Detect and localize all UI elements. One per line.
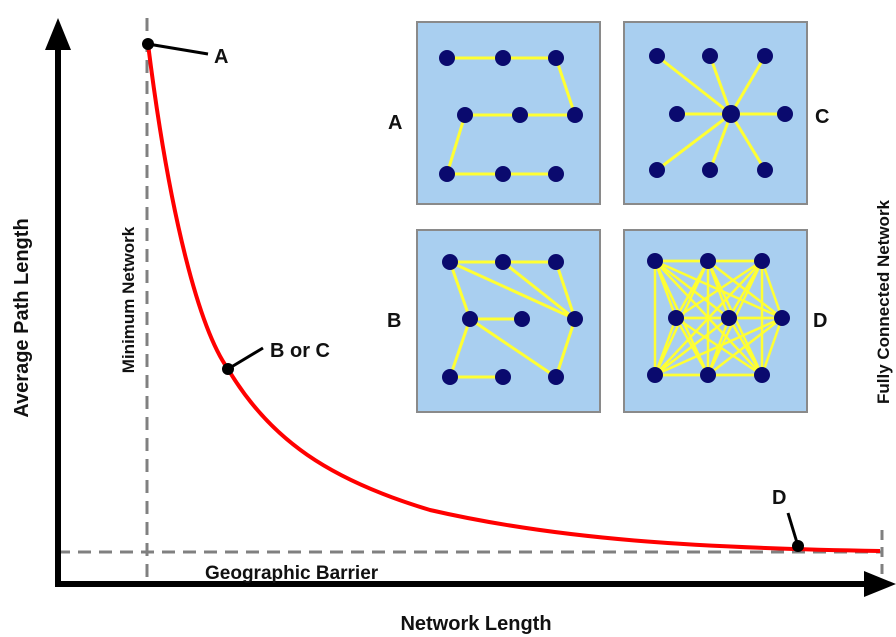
panel-b-label: B <box>387 310 401 332</box>
y-axis-label: Average Path Length <box>11 218 33 417</box>
panel-c-label: C <box>815 106 829 128</box>
point-d-marker <box>792 540 804 552</box>
path-length-curve <box>146 43 881 553</box>
network-edge <box>675 259 763 320</box>
network-edge <box>760 260 784 319</box>
geographic-barrier-label: Geographic Barrier <box>205 563 379 584</box>
y-axis-arrowhead <box>45 18 71 50</box>
point-a-marker <box>142 38 154 50</box>
point-a-label: A <box>214 46 228 68</box>
network-edge <box>760 317 784 376</box>
panel-d-label: D <box>813 310 827 332</box>
point-bc-leader <box>227 346 264 371</box>
x-axis-label: Network Length <box>400 613 551 635</box>
network-panel-a <box>416 21 601 205</box>
minimum-network-label: Minimum Network <box>119 226 138 373</box>
network-edge <box>707 317 783 376</box>
point-d-label: D <box>772 487 786 509</box>
network-edge <box>654 316 783 377</box>
network-edge <box>653 317 678 376</box>
network-edge <box>654 317 730 376</box>
panel-a-label: A <box>388 112 402 134</box>
network-panel-d <box>623 229 808 413</box>
network-panel-b <box>416 229 601 413</box>
x-axis-arrowhead <box>864 571 896 597</box>
point-bc-marker <box>222 363 234 375</box>
point-bc-label: B or C <box>270 340 330 362</box>
fully-connected-label: Fully Connected Network <box>874 199 893 404</box>
point-a-leader <box>147 42 209 56</box>
network-panel-c <box>623 21 808 205</box>
